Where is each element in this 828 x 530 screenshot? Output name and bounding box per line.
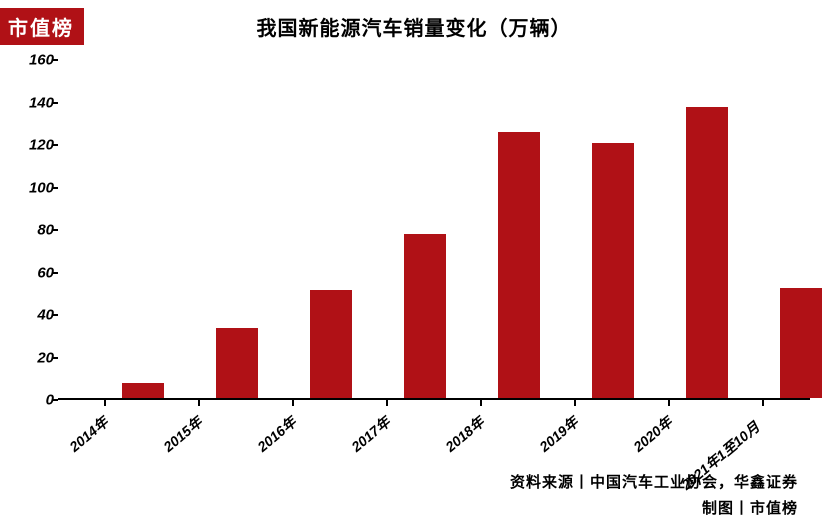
x-tick-mark bbox=[198, 400, 200, 406]
y-tick-mark bbox=[52, 314, 58, 316]
y-tick-label: 0 bbox=[20, 392, 54, 409]
credit-text: 制图丨市值榜 bbox=[702, 497, 798, 518]
y-tick-label: 80 bbox=[20, 222, 54, 239]
y-tick-label: 40 bbox=[20, 307, 54, 324]
y-tick-label: 160 bbox=[20, 52, 54, 69]
bar bbox=[310, 290, 352, 398]
x-tick-label: 2014年 bbox=[65, 412, 112, 456]
x-tick-mark bbox=[762, 400, 764, 406]
x-tick-label: 2015年 bbox=[159, 412, 206, 456]
bar bbox=[498, 132, 540, 398]
y-tick-label: 140 bbox=[20, 94, 54, 111]
source-text: 资料来源丨中国汽车工业协会，华鑫证券 bbox=[510, 471, 798, 492]
x-tick-label: 2018年 bbox=[441, 412, 488, 456]
y-tick-mark bbox=[52, 187, 58, 189]
y-tick-mark bbox=[52, 272, 58, 274]
x-tick-label: 2019年 bbox=[535, 412, 582, 456]
x-tick-label: 2016年 bbox=[253, 412, 300, 456]
y-tick-mark bbox=[52, 357, 58, 359]
y-tick-label: 100 bbox=[20, 179, 54, 196]
bar bbox=[592, 143, 634, 398]
bar bbox=[122, 383, 164, 398]
plot-area bbox=[58, 60, 810, 400]
y-tick-label: 20 bbox=[20, 349, 54, 366]
bar bbox=[216, 328, 258, 398]
bar bbox=[404, 234, 446, 398]
bar bbox=[686, 107, 728, 398]
y-tick-label: 60 bbox=[20, 264, 54, 281]
y-tick-mark bbox=[52, 144, 58, 146]
x-tick-mark bbox=[480, 400, 482, 406]
x-tick-label: 2020年 bbox=[629, 412, 676, 456]
bar bbox=[780, 288, 822, 399]
x-tick-label: 2017年 bbox=[347, 412, 394, 456]
x-tick-mark bbox=[668, 400, 670, 406]
x-tick-mark bbox=[386, 400, 388, 406]
y-tick-label: 120 bbox=[20, 137, 54, 154]
chart-title: 我国新能源汽车销量变化（万辆） bbox=[0, 12, 828, 41]
y-tick-mark bbox=[52, 399, 58, 401]
y-tick-mark bbox=[52, 229, 58, 231]
y-tick-mark bbox=[52, 102, 58, 104]
x-tick-mark bbox=[104, 400, 106, 406]
bar-chart: 0204060801001201401602014年2015年2016年2017… bbox=[20, 60, 810, 440]
y-tick-mark bbox=[52, 59, 58, 61]
x-tick-mark bbox=[574, 400, 576, 406]
x-tick-mark bbox=[292, 400, 294, 406]
